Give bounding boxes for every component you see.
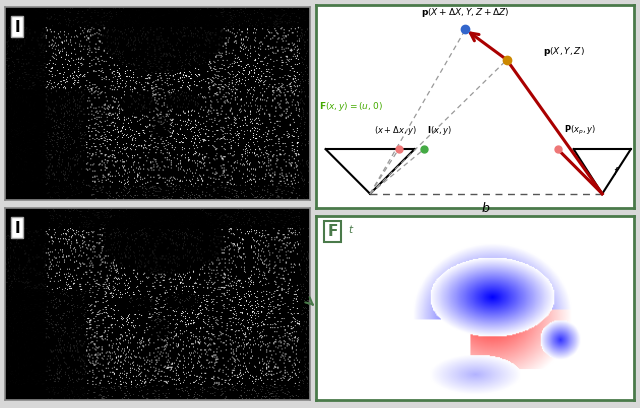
Text: $t$: $t$ — [34, 220, 40, 231]
Text: $b$: $b$ — [481, 201, 491, 215]
Text: $(x+\Delta x, y)$: $(x+\Delta x, y)$ — [374, 124, 417, 137]
Text: $\mathbf{p}(X+\Delta X, Y, Z+\Delta Z)$: $\mathbf{p}(X+\Delta X, Y, Z+\Delta Z)$ — [421, 6, 509, 19]
Text: Camera: Camera — [349, 216, 390, 226]
Text: $\mathbf{I}$: $\mathbf{I}$ — [14, 19, 20, 35]
Text: $\mathbf{I}$: $\mathbf{I}$ — [14, 220, 20, 235]
Text: $\mathbf{P}(x_p, y)$: $\mathbf{P}(x_p, y)$ — [564, 124, 596, 137]
Text: $f$: $f$ — [613, 166, 620, 177]
Text: $t\!-\!1$: $t\!-\!1$ — [34, 19, 55, 31]
Text: $\mathbf{F}(x, y) = (u, 0)$: $\mathbf{F}(x, y) = (u, 0)$ — [319, 100, 383, 113]
Text: $\mathbf{I}(x, y)$: $\mathbf{I}(x, y)$ — [428, 124, 452, 137]
Text: $t$: $t$ — [348, 223, 354, 235]
Text: $\mathbf{p}(X, Y, Z)$: $\mathbf{p}(X, Y, Z)$ — [543, 45, 585, 58]
Text: $\mathbf{F}$: $\mathbf{F}$ — [327, 223, 339, 239]
Text: Projector: Projector — [579, 216, 625, 226]
